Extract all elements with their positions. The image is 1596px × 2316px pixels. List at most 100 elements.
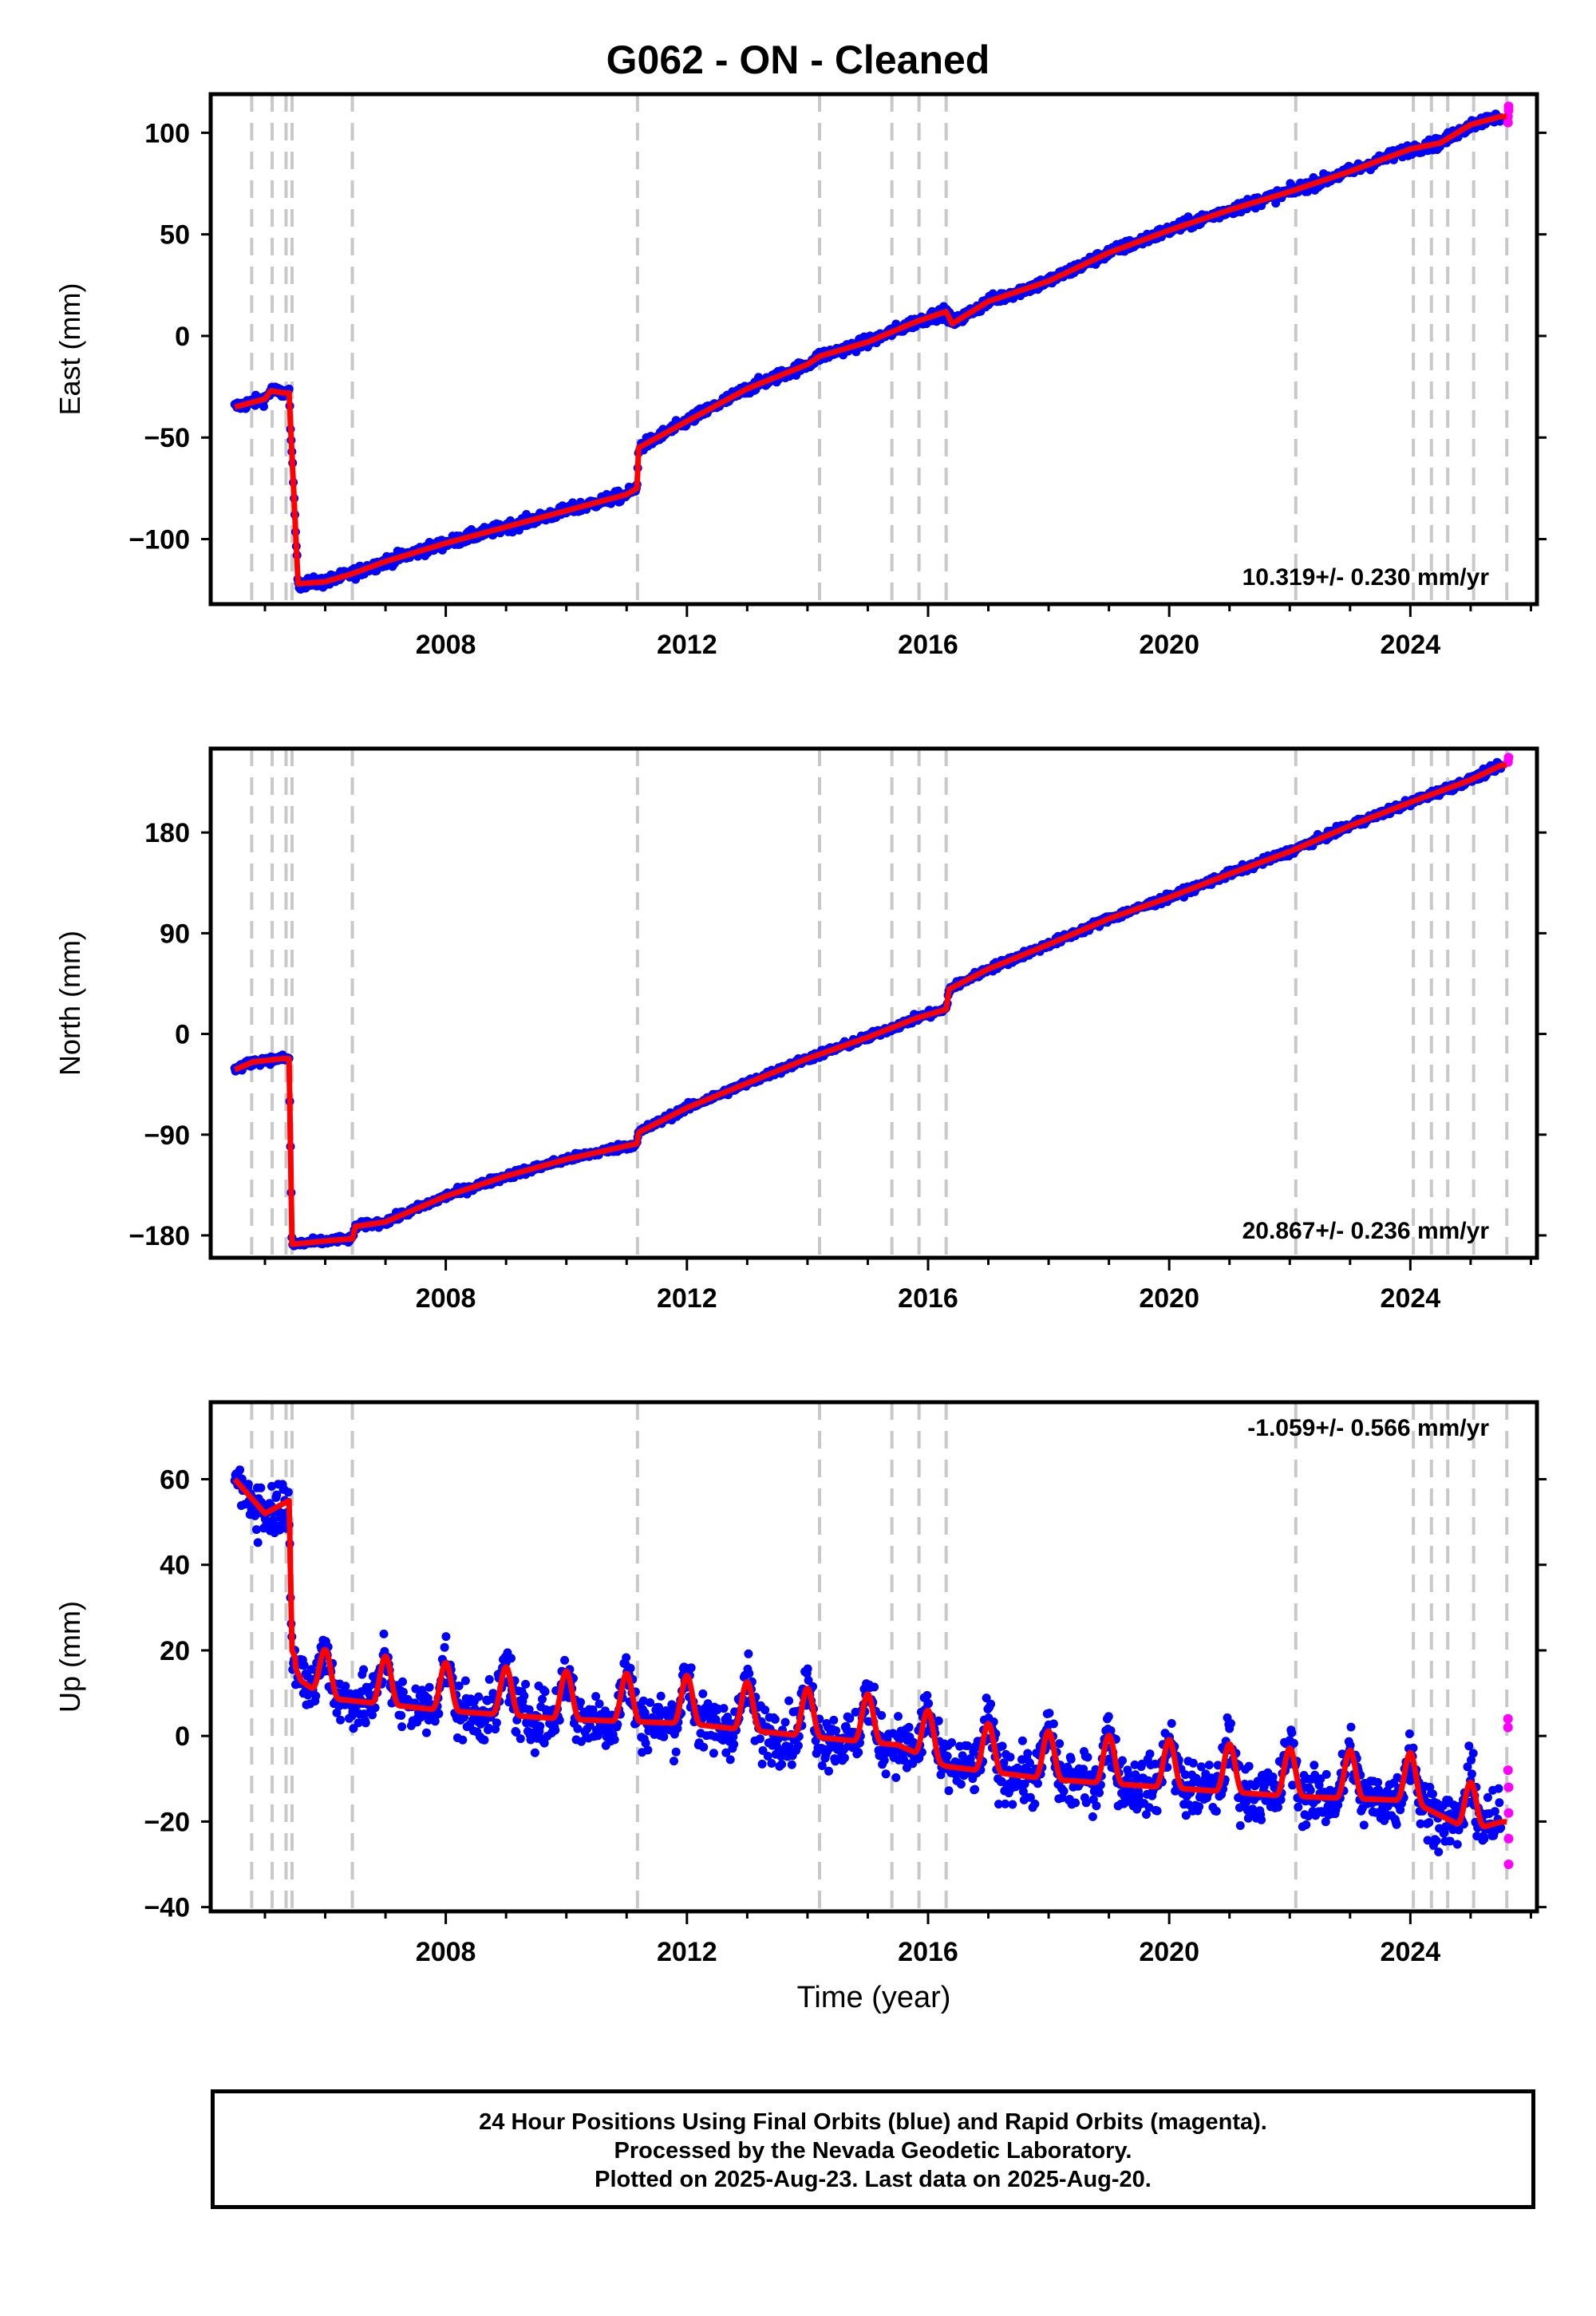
data-point [1055,1739,1065,1749]
rate-label: 10.319+/- 0.230 mm/yr [1242,564,1490,591]
y-tick-label: 50 [160,220,190,251]
data-point [1008,1800,1017,1809]
data-point [824,1766,833,1776]
data-point [595,1699,604,1709]
data-point [1167,1719,1176,1728]
data-point [458,1735,468,1745]
y-tick-label: −50 [144,423,190,453]
data-point [560,1655,570,1665]
data-point [1045,1709,1054,1718]
data-point [1092,1801,1101,1811]
data-point [744,1649,753,1658]
y-tick-label: 180 [144,818,190,848]
data-point [474,1692,484,1701]
x-tick-label: 2024 [1381,630,1441,660]
data-point [521,1679,531,1689]
data-point [1118,1756,1127,1765]
data-point [656,1691,666,1701]
data-point [894,1712,903,1721]
y-axis-label: North (mm) [53,931,86,1076]
data-point [986,1699,996,1709]
data-point [904,1722,914,1732]
data-point [434,1709,444,1718]
x-tick-label: 2020 [1139,1283,1199,1314]
rapid-point [1503,101,1514,112]
data-point [259,401,268,411]
data-point [745,1669,754,1678]
data-point [397,1711,406,1720]
data-point [670,1757,678,1766]
data-point [359,1665,369,1674]
data-point [422,1728,431,1737]
data-point [591,1692,601,1701]
data-point [235,1465,245,1475]
data-point [1071,1798,1080,1808]
data-point [507,1654,516,1663]
data-point [576,1697,585,1707]
x-tick-label: 2012 [657,630,717,660]
data-point [530,1748,539,1757]
data-point [336,1715,346,1725]
data-point [854,1748,863,1757]
data-point [1195,1802,1204,1812]
rate-label: 20.867+/- 0.236 mm/yr [1242,1218,1490,1244]
x-tick-label: 2020 [1139,630,1199,660]
data-point [699,1742,709,1752]
data-point [398,1687,408,1697]
data-point [440,1642,449,1652]
y-tick-label: 0 [175,1020,190,1050]
data-point [516,1734,525,1744]
data-point [870,1682,879,1692]
data-point [253,1538,263,1547]
data-point [891,1773,901,1782]
data-point [283,1488,293,1497]
data-point [729,1740,739,1749]
x-tick-label: 2016 [898,630,958,660]
data-point [944,1786,954,1796]
data-point [1145,1749,1155,1759]
data-point [1049,1719,1058,1729]
data-point [956,1780,966,1789]
data-point [1152,1806,1162,1816]
data-point [311,1691,321,1701]
data-point [934,1716,943,1725]
data-point [646,1697,655,1707]
data-point [480,1735,489,1745]
y-axis-label: East (mm) [53,283,86,416]
data-point [998,1741,1007,1751]
data-point [770,1714,780,1724]
data-point [460,1676,470,1686]
figure-title: G062 - ON - Cleaned [606,38,990,82]
data-point [793,1741,803,1750]
data-point [1083,1753,1092,1762]
y-tick-label: −90 [144,1120,190,1151]
data-point [551,1725,560,1735]
data-point [922,1690,932,1700]
data-point [1095,1788,1104,1797]
data-point [441,1632,451,1642]
data-point [538,1694,547,1704]
data-point [970,1784,980,1794]
data-point [757,1759,767,1769]
x-tick-label: 2016 [898,1283,958,1314]
data-point [398,1677,407,1686]
data-point [256,1483,266,1492]
data-point [1104,1712,1113,1721]
data-point [947,1738,957,1747]
data-point [610,1735,619,1745]
data-point [1030,1799,1040,1808]
data-point [540,1687,550,1697]
x-tick-label: 2024 [1381,1283,1441,1314]
y-tick-label: 0 [175,322,190,352]
data-point [425,1682,434,1692]
y-tick-label: 100 [144,118,190,148]
data-point [709,1749,718,1758]
data-point [1005,1753,1015,1762]
data-point [839,1753,849,1763]
data-point [659,1732,669,1741]
data-point [484,1674,494,1684]
data-point [780,1717,790,1727]
